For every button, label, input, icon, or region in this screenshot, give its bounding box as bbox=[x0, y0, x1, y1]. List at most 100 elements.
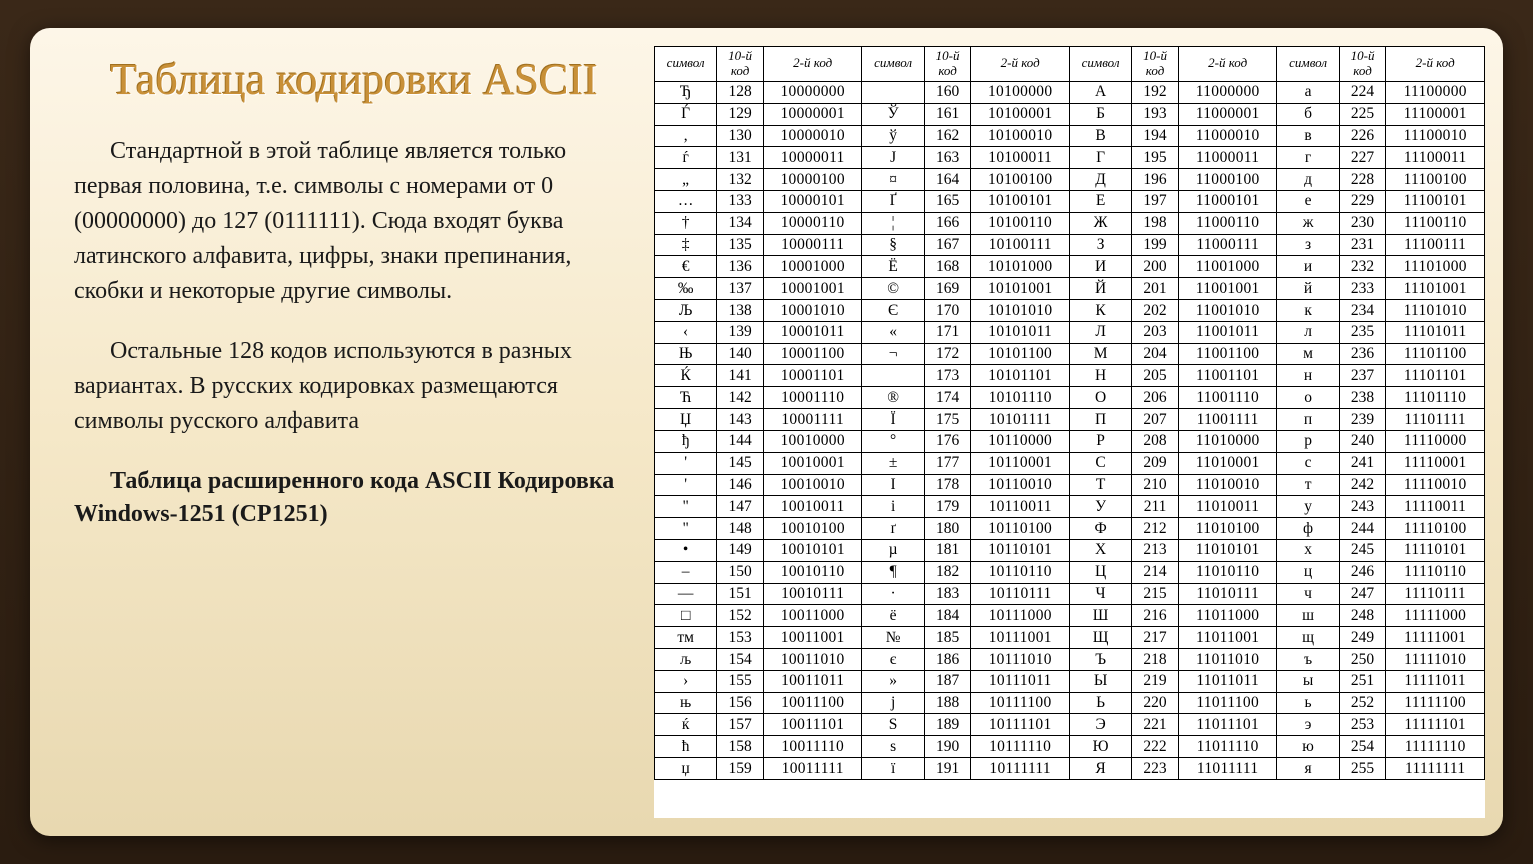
cell-symbol: к bbox=[1277, 300, 1339, 322]
cell-symbol: ¶ bbox=[862, 561, 924, 583]
cell-bin: 10010011 bbox=[763, 496, 862, 518]
cell-symbol: Љ bbox=[655, 300, 717, 322]
cell-dec: 135 bbox=[717, 234, 764, 256]
cell-bin: 10101001 bbox=[971, 278, 1070, 300]
cell-dec: 240 bbox=[1339, 430, 1386, 452]
cell-symbol: у bbox=[1277, 496, 1339, 518]
cell-dec: 197 bbox=[1132, 190, 1179, 212]
cell-dec: 202 bbox=[1132, 300, 1179, 322]
cell-symbol: Ґ bbox=[862, 190, 924, 212]
cell-bin: 10110111 bbox=[971, 583, 1070, 605]
cell-bin: 11111100 bbox=[1386, 692, 1485, 714]
cell-symbol: ' bbox=[655, 474, 717, 496]
cell-bin: 10111011 bbox=[971, 670, 1070, 692]
cell-bin: 11111111 bbox=[1386, 758, 1485, 780]
cell-bin: 10011100 bbox=[763, 692, 862, 714]
slide-card: Таблица кодировки ASCII Стандартной в эт… bbox=[30, 28, 1503, 836]
cell-symbol: € bbox=[655, 256, 717, 278]
cell-bin: 11001101 bbox=[1178, 365, 1277, 387]
cell-bin: 11000100 bbox=[1178, 169, 1277, 191]
cell-dec: 136 bbox=[717, 256, 764, 278]
cell-symbol: д bbox=[1277, 169, 1339, 191]
cell-symbol: Н bbox=[1069, 365, 1131, 387]
cell-dec: 231 bbox=[1339, 234, 1386, 256]
cell-symbol: ё bbox=[862, 605, 924, 627]
cell-dec: 160 bbox=[924, 81, 971, 103]
col-header-symbol: символ bbox=[1069, 47, 1131, 82]
cell-dec: 167 bbox=[924, 234, 971, 256]
cell-bin: 10101100 bbox=[971, 343, 1070, 365]
cell-dec: 134 bbox=[717, 212, 764, 234]
cell-bin: 10101111 bbox=[971, 409, 1070, 431]
cell-bin: 11001110 bbox=[1178, 387, 1277, 409]
cell-dec: 216 bbox=[1132, 605, 1179, 627]
cell-dec: 147 bbox=[717, 496, 764, 518]
cell-bin: 10010110 bbox=[763, 561, 862, 583]
cell-dec: 204 bbox=[1132, 343, 1179, 365]
cell-dec: 224 bbox=[1339, 81, 1386, 103]
cell-symbol: Ъ bbox=[1069, 649, 1131, 671]
cell-dec: 145 bbox=[717, 452, 764, 474]
cell-dec: 159 bbox=[717, 758, 764, 780]
cell-dec: 215 bbox=[1132, 583, 1179, 605]
cell-symbol: • bbox=[655, 539, 717, 561]
cell-bin: 10101010 bbox=[971, 300, 1070, 322]
cell-bin: 11001111 bbox=[1178, 409, 1277, 431]
cell-symbol: в bbox=[1277, 125, 1339, 147]
cell-symbol: « bbox=[862, 321, 924, 343]
cell-dec: 203 bbox=[1132, 321, 1179, 343]
cell-bin: 10100000 bbox=[971, 81, 1070, 103]
cell-bin: 11101100 bbox=[1386, 343, 1485, 365]
cell-bin: 10001010 bbox=[763, 300, 862, 322]
cell-bin: 10101011 bbox=[971, 321, 1070, 343]
cell-symbol: □ bbox=[655, 605, 717, 627]
cell-symbol: Џ bbox=[655, 409, 717, 431]
cell-symbol: є bbox=[862, 649, 924, 671]
cell-symbol: ѕ bbox=[862, 736, 924, 758]
cell-dec: 232 bbox=[1339, 256, 1386, 278]
cell-symbol: Й bbox=[1069, 278, 1131, 300]
cell-dec: 138 bbox=[717, 300, 764, 322]
cell-symbol: Г bbox=[1069, 147, 1131, 169]
cell-dec: 227 bbox=[1339, 147, 1386, 169]
cell-dec: 164 bbox=[924, 169, 971, 191]
cell-bin: 11000110 bbox=[1178, 212, 1277, 234]
cell-bin: 10010101 bbox=[763, 539, 862, 561]
cell-bin: 10010010 bbox=[763, 474, 862, 496]
cell-symbol: ы bbox=[1277, 670, 1339, 692]
col-header-bin: 2-й код bbox=[1386, 47, 1485, 82]
cell-symbol: ‰ bbox=[655, 278, 717, 300]
cell-symbol: § bbox=[862, 234, 924, 256]
cell-symbol: л bbox=[1277, 321, 1339, 343]
cell-dec: 225 bbox=[1339, 103, 1386, 125]
cell-symbol: В bbox=[1069, 125, 1131, 147]
col-header-bin: 2-й код bbox=[971, 47, 1070, 82]
cell-symbol: љ bbox=[655, 649, 717, 671]
cell-dec: 129 bbox=[717, 103, 764, 125]
cell-bin: 11011011 bbox=[1178, 670, 1277, 692]
table-row: ќ15710011101Ѕ18910111101Э22111011101э253… bbox=[655, 714, 1485, 736]
cell-symbol: е bbox=[1277, 190, 1339, 212]
cell-bin: 10101110 bbox=[971, 387, 1070, 409]
cell-symbol: У bbox=[1069, 496, 1131, 518]
cell-dec: 253 bbox=[1339, 714, 1386, 736]
table-row: '14610010010І17810110010Т21011010010т242… bbox=[655, 474, 1485, 496]
cell-symbol: Ђ bbox=[655, 81, 717, 103]
cell-symbol: я bbox=[1277, 758, 1339, 780]
cell-bin: 10100100 bbox=[971, 169, 1070, 191]
cell-symbol: џ bbox=[655, 758, 717, 780]
text-column: Таблица кодировки ASCII Стандартной в эт… bbox=[74, 46, 654, 818]
cell-dec: 181 bbox=[924, 539, 971, 561]
cell-dec: 248 bbox=[1339, 605, 1386, 627]
cell-symbol: † bbox=[655, 212, 717, 234]
cell-symbol: › bbox=[655, 670, 717, 692]
cell-dec: 171 bbox=[924, 321, 971, 343]
cell-dec: 137 bbox=[717, 278, 764, 300]
cell-dec: 211 bbox=[1132, 496, 1179, 518]
cell-dec: 141 bbox=[717, 365, 764, 387]
cell-dec: 142 bbox=[717, 387, 764, 409]
table-row: ѓ13110000011Ј16310100011Г19511000011г227… bbox=[655, 147, 1485, 169]
cell-symbol: њ bbox=[655, 692, 717, 714]
cell-dec: 144 bbox=[717, 430, 764, 452]
cell-symbol: Л bbox=[1069, 321, 1131, 343]
